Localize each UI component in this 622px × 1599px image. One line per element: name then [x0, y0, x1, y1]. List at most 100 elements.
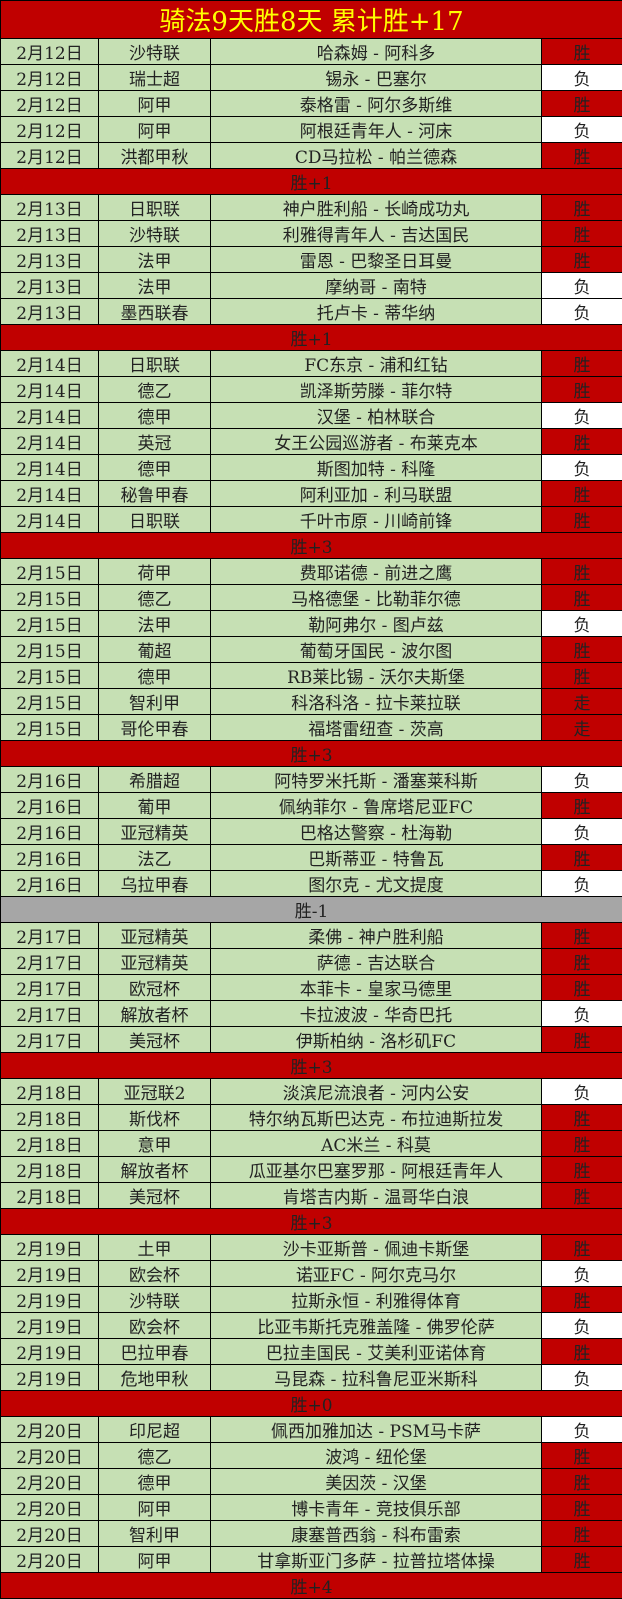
date-cell: 2月12日 [1, 117, 99, 143]
match-cell: RB莱比锡 - 沃尔夫斯堡 [211, 663, 542, 689]
date-cell: 2月19日 [1, 1261, 99, 1287]
league-cell: 斯伐杯 [99, 1105, 211, 1131]
date-cell: 2月16日 [1, 845, 99, 871]
match-cell: 葡萄牙国民 - 波尔图 [211, 637, 542, 663]
result-cell: 胜 [542, 923, 622, 949]
result-cell: 胜 [542, 1521, 622, 1547]
match-cell: 巴拉圭国民 - 艾美利亚诺体育 [211, 1339, 542, 1365]
summary-row: 胜-1 [1, 897, 622, 923]
result-cell: 胜 [542, 845, 622, 871]
league-cell: 阿甲 [99, 91, 211, 117]
match-cell: 佩纳菲尔 - 鲁席塔尼亚FC [211, 793, 542, 819]
date-cell: 2月13日 [1, 273, 99, 299]
league-cell: 欧会杯 [99, 1261, 211, 1287]
result-cell: 胜 [542, 637, 622, 663]
date-cell: 2月20日 [1, 1443, 99, 1469]
table-row: 2月17日亚冠精英萨德 - 吉达联合胜 [1, 949, 622, 975]
match-cell: 巴斯蒂亚 - 特鲁瓦 [211, 845, 542, 871]
table-row: 2月14日英冠女王公园巡游者 - 布莱克本胜 [1, 429, 622, 455]
summary-row: 胜+3 [1, 1053, 622, 1079]
date-cell: 2月15日 [1, 585, 99, 611]
result-cell: 胜 [542, 1157, 622, 1183]
date-cell: 2月14日 [1, 507, 99, 533]
match-cell: 托卢卡 - 蒂华纳 [211, 299, 542, 325]
result-cell: 胜 [542, 793, 622, 819]
result-cell: 负 [542, 1079, 622, 1105]
date-cell: 2月20日 [1, 1495, 99, 1521]
date-cell: 2月19日 [1, 1235, 99, 1261]
league-cell: 哥伦甲春 [99, 715, 211, 741]
match-cell: 福塔雷纽查 - 茨高 [211, 715, 542, 741]
table-row: 2月20日阿甲甘拿斯亚门多萨 - 拉普拉塔体操胜 [1, 1547, 622, 1573]
date-cell: 2月12日 [1, 91, 99, 117]
date-cell: 2月19日 [1, 1339, 99, 1365]
summary-row: 胜+1 [1, 169, 622, 195]
match-cell: 马昆森 - 拉科鲁尼亚米斯科 [211, 1365, 542, 1391]
summary-row: 胜+0 [1, 1391, 622, 1417]
match-cell: 图尔克 - 尤文提度 [211, 871, 542, 897]
date-cell: 2月18日 [1, 1131, 99, 1157]
date-cell: 2月14日 [1, 351, 99, 377]
league-cell: 意甲 [99, 1131, 211, 1157]
date-cell: 2月18日 [1, 1105, 99, 1131]
date-cell: 2月17日 [1, 1027, 99, 1053]
league-cell: 日职联 [99, 507, 211, 533]
match-cell: 凯泽斯劳滕 - 菲尔特 [211, 377, 542, 403]
day-summary: 胜+1 [1, 325, 622, 351]
league-cell: 德乙 [99, 1443, 211, 1469]
league-cell: 土甲 [99, 1235, 211, 1261]
result-cell: 胜 [542, 975, 622, 1001]
table-row: 2月13日沙特联利雅得青年人 - 吉达国民胜 [1, 221, 622, 247]
league-cell: 希腊超 [99, 767, 211, 793]
result-cell: 负 [542, 403, 622, 429]
match-cell: 肯塔吉内斯 - 温哥华白浪 [211, 1183, 542, 1209]
date-cell: 2月16日 [1, 871, 99, 897]
table-row: 2月18日美冠杯肯塔吉内斯 - 温哥华白浪胜 [1, 1183, 622, 1209]
table-row: 2月17日解放者杯卡拉波波 - 华奇巴托负 [1, 1001, 622, 1027]
result-cell: 胜 [542, 351, 622, 377]
result-cell: 负 [542, 455, 622, 481]
league-cell: 智利甲 [99, 1521, 211, 1547]
date-cell: 2月13日 [1, 247, 99, 273]
match-cell: 女王公园巡游者 - 布莱克本 [211, 429, 542, 455]
day-summary: 胜+3 [1, 741, 622, 767]
date-cell: 2月17日 [1, 1001, 99, 1027]
league-cell: 美冠杯 [99, 1183, 211, 1209]
table-row: 2月19日危地甲秋马昆森 - 拉科鲁尼亚米斯科负 [1, 1365, 622, 1391]
date-cell: 2月14日 [1, 403, 99, 429]
table-row: 2月12日阿甲泰格雷 - 阿尔多斯维胜 [1, 91, 622, 117]
league-cell: 印尼超 [99, 1417, 211, 1443]
title-row: 骑法9天胜8天 累计胜+17 [1, 1, 622, 39]
date-cell: 2月18日 [1, 1079, 99, 1105]
league-cell: 德乙 [99, 585, 211, 611]
table-row: 2月16日乌拉甲春图尔克 - 尤文提度负 [1, 871, 622, 897]
table-row: 2月16日法乙巴斯蒂亚 - 特鲁瓦胜 [1, 845, 622, 871]
table-row: 2月15日哥伦甲春福塔雷纽查 - 茨高走 [1, 715, 622, 741]
table-row: 2月15日葡超葡萄牙国民 - 波尔图胜 [1, 637, 622, 663]
league-cell: 瑞士超 [99, 65, 211, 91]
result-cell: 胜 [542, 195, 622, 221]
table-row: 2月13日法甲摩纳哥 - 南特负 [1, 273, 622, 299]
league-cell: 沙特联 [99, 221, 211, 247]
table-row: 2月15日德乙马格德堡 - 比勒菲尔德胜 [1, 585, 622, 611]
summary-row: 胜+3 [1, 1209, 622, 1235]
match-cell: 比亚韦斯托克雅盖隆 - 佛罗伦萨 [211, 1313, 542, 1339]
match-cell: 科洛科洛 - 拉卡莱拉联 [211, 689, 542, 715]
table-row: 2月19日巴拉甲春巴拉圭国民 - 艾美利亚诺体育胜 [1, 1339, 622, 1365]
match-cell: 勒阿弗尔 - 图卢兹 [211, 611, 542, 637]
result-cell: 胜 [542, 1027, 622, 1053]
day-summary: 胜+3 [1, 1053, 622, 1079]
date-cell: 2月13日 [1, 195, 99, 221]
league-cell: 阿甲 [99, 1495, 211, 1521]
match-cell: 摩纳哥 - 南特 [211, 273, 542, 299]
result-cell: 负 [542, 1417, 622, 1443]
league-cell: 德甲 [99, 663, 211, 689]
match-cell: 淡滨尼流浪者 - 河内公安 [211, 1079, 542, 1105]
match-cell: 马格德堡 - 比勒菲尔德 [211, 585, 542, 611]
result-cell: 胜 [542, 949, 622, 975]
table-row: 2月19日欧会杯诺亚FC - 阿尔克马尔负 [1, 1261, 622, 1287]
table-row: 2月14日日职联千叶市原 - 川崎前锋胜 [1, 507, 622, 533]
result-cell: 胜 [542, 481, 622, 507]
table-row: 2月16日亚冠精英巴格达警察 - 杜海勒负 [1, 819, 622, 845]
